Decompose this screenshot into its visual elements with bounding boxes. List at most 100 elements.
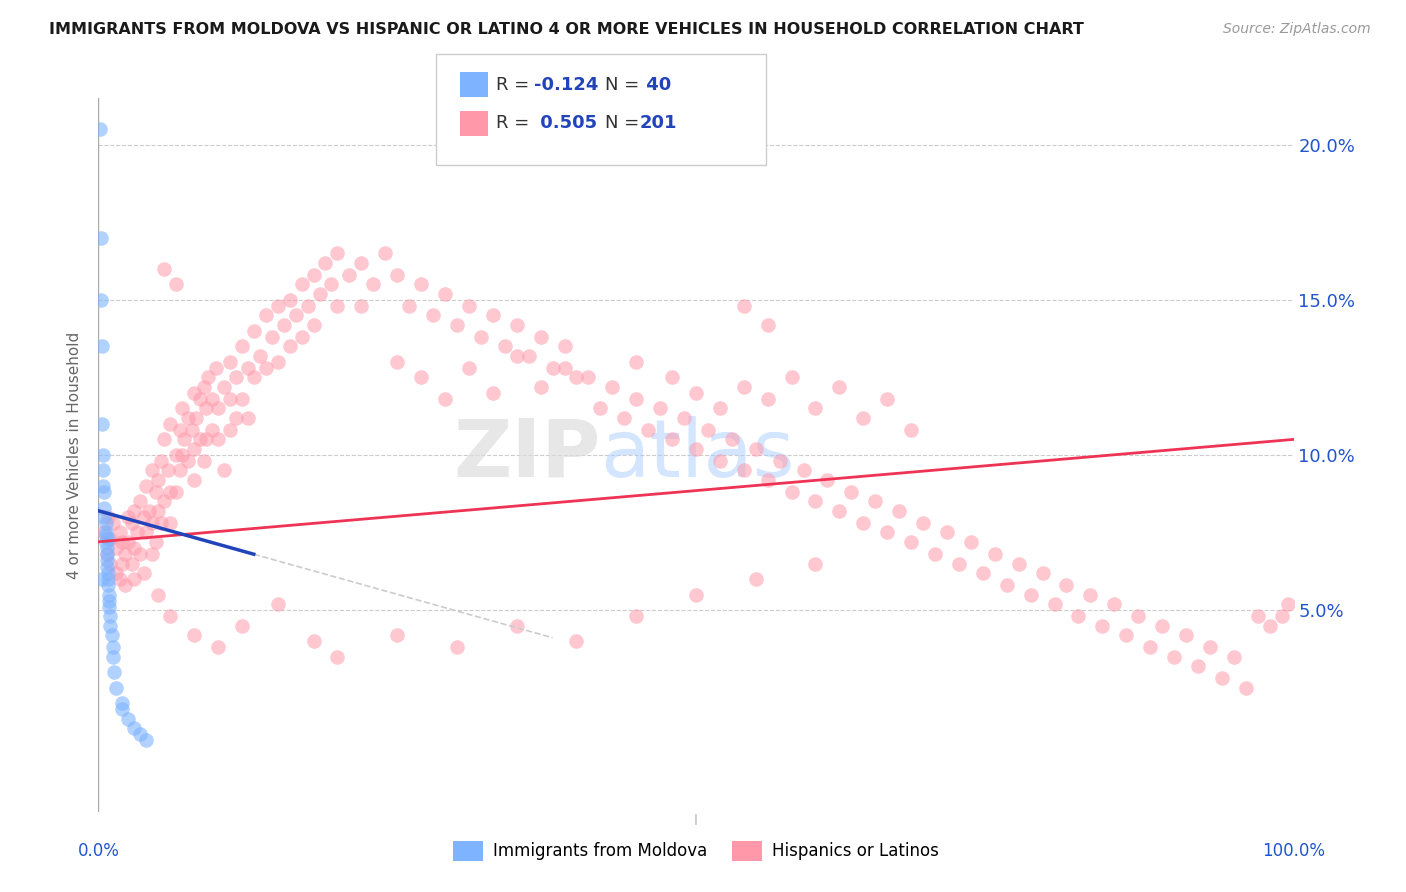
Point: [108, 572, 131, 586]
Point: [108, 525, 131, 540]
Point: [1019, 588, 1042, 602]
Point: [129, 727, 152, 741]
Point: [756, 392, 779, 406]
Point: [93, 510, 115, 524]
Point: [91, 572, 114, 586]
Text: 0.505: 0.505: [534, 114, 598, 132]
Point: [141, 547, 163, 561]
Point: [1175, 628, 1198, 642]
Point: [936, 525, 959, 540]
Point: [96, 547, 118, 561]
Point: [121, 557, 143, 571]
Point: [183, 473, 205, 487]
Point: [876, 525, 898, 540]
Point: [841, 485, 863, 500]
Point: [709, 401, 731, 416]
Point: [90, 231, 112, 245]
Point: [91, 479, 114, 493]
Point: [93, 525, 115, 540]
Point: [96, 547, 118, 561]
Point: [96, 559, 118, 574]
Point: [422, 308, 444, 322]
Point: [434, 286, 457, 301]
Point: [169, 423, 191, 437]
Point: [149, 454, 172, 468]
Point: [745, 572, 768, 586]
Point: [768, 454, 790, 468]
Point: [193, 454, 215, 468]
Point: [326, 299, 349, 313]
Point: [267, 355, 290, 369]
Point: [278, 339, 301, 353]
Point: [321, 277, 343, 292]
Point: [626, 355, 648, 369]
Point: [105, 541, 128, 555]
Point: [685, 442, 707, 456]
Point: [565, 370, 588, 384]
Point: [267, 299, 290, 313]
Point: [589, 401, 612, 416]
Point: [960, 534, 983, 549]
Point: [93, 500, 115, 515]
Point: [149, 516, 172, 531]
Point: [745, 442, 768, 456]
Point: [94, 525, 117, 540]
Point: [565, 634, 588, 648]
Point: [626, 392, 648, 406]
Point: [243, 370, 266, 384]
Point: [153, 494, 176, 508]
Text: N =: N =: [605, 76, 644, 94]
Point: [733, 299, 755, 313]
Point: [273, 318, 295, 332]
Point: [91, 448, 114, 462]
Point: [673, 410, 696, 425]
Point: [97, 572, 120, 586]
Point: [972, 566, 994, 580]
Point: [195, 433, 218, 447]
Point: [297, 299, 319, 313]
Point: [173, 433, 195, 447]
Point: [1163, 649, 1185, 664]
Point: [876, 392, 898, 406]
Point: [995, 578, 1018, 592]
Point: [733, 379, 755, 393]
Point: [756, 318, 779, 332]
Point: [225, 410, 247, 425]
Point: [1115, 628, 1137, 642]
Point: [121, 516, 143, 531]
Point: [98, 593, 121, 607]
Point: [302, 634, 325, 648]
Point: [815, 473, 838, 487]
Point: [148, 473, 170, 487]
Point: [326, 246, 349, 260]
Point: [153, 433, 176, 447]
Point: [148, 504, 170, 518]
Point: [98, 599, 121, 614]
Point: [135, 733, 157, 747]
Point: [156, 463, 179, 477]
Point: [1277, 597, 1299, 611]
Point: [291, 330, 314, 344]
Point: [889, 504, 911, 518]
Point: [900, 534, 922, 549]
Text: R =: R =: [496, 76, 536, 94]
Point: [1211, 671, 1233, 685]
Point: [1056, 578, 1078, 592]
Legend: Immigrants from Moldova, Hispanics or Latinos: Immigrants from Moldova, Hispanics or La…: [446, 834, 946, 868]
Point: [1187, 659, 1209, 673]
Point: [231, 392, 253, 406]
Point: [984, 547, 1007, 561]
Point: [100, 628, 122, 642]
Point: [111, 534, 134, 549]
Point: [1234, 681, 1257, 695]
Point: [204, 361, 226, 376]
Point: [804, 401, 827, 416]
Point: [804, 557, 827, 571]
Point: [243, 324, 266, 338]
Point: [626, 609, 648, 624]
Point: [661, 433, 683, 447]
Point: [554, 339, 576, 353]
Point: [101, 516, 124, 531]
Point: [114, 547, 136, 561]
Point: [165, 277, 187, 292]
